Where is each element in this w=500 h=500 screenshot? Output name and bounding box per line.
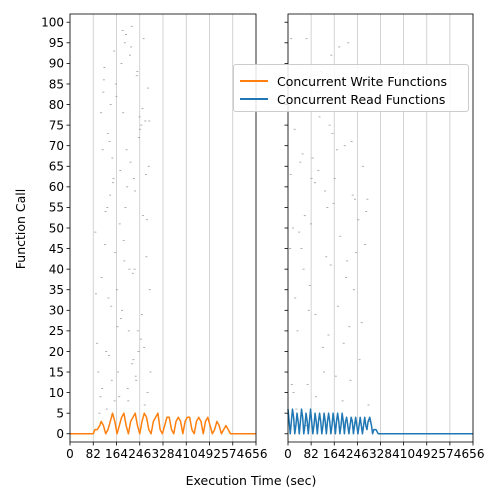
y-tick-label: 15 bbox=[49, 365, 64, 379]
x-tick-label: 82 bbox=[86, 447, 101, 461]
legend-swatch-read bbox=[240, 98, 268, 100]
y-tick-label: 10 bbox=[49, 386, 64, 400]
y-tick-label: 60 bbox=[49, 180, 64, 194]
y-tick-label: 95 bbox=[49, 36, 64, 50]
y-tick-label: 5 bbox=[56, 406, 64, 420]
legend-label-read: Concurrent Read Functions bbox=[277, 92, 445, 107]
x-tick-label: 164 bbox=[105, 447, 128, 461]
y-tick-label: 25 bbox=[49, 324, 64, 338]
y-tick-label: 50 bbox=[49, 221, 64, 235]
y-tick-label: 0 bbox=[56, 427, 64, 441]
y-tick-label: 75 bbox=[49, 118, 64, 132]
y-axis-label: Function Call bbox=[13, 189, 28, 269]
x-tick-label: 246 bbox=[346, 447, 369, 461]
y-tick-label: 100 bbox=[41, 16, 64, 30]
x-tick-label: 0 bbox=[66, 447, 74, 461]
y-tick-label: 35 bbox=[49, 283, 64, 297]
legend: Concurrent Write Functions Concurrent Re… bbox=[233, 64, 469, 112]
x-tick-label: 410 bbox=[392, 447, 415, 461]
legend-entry-read: Concurrent Read Functions bbox=[240, 90, 445, 108]
y-tick-label: 85 bbox=[49, 77, 64, 91]
x-tick-label: 328 bbox=[369, 447, 392, 461]
x-tick-label: 574 bbox=[221, 447, 244, 461]
x-tick-label: 0 bbox=[284, 447, 292, 461]
x-tick-label: 82 bbox=[303, 447, 318, 461]
legend-entry-write: Concurrent Write Functions bbox=[240, 72, 447, 90]
x-tick-label: 164 bbox=[323, 447, 346, 461]
legend-label-write: Concurrent Write Functions bbox=[277, 74, 447, 89]
x-tick-label: 656 bbox=[462, 447, 485, 461]
x-axis-label: Execution Time (sec) bbox=[186, 473, 317, 488]
y-tick-label: 80 bbox=[49, 98, 64, 112]
x-tick-label: 574 bbox=[438, 447, 461, 461]
y-tick-label: 20 bbox=[49, 345, 64, 359]
x-tick-label: 492 bbox=[415, 447, 438, 461]
legend-swatch-write bbox=[240, 80, 268, 82]
x-tick-label: 410 bbox=[175, 447, 198, 461]
y-tick-label: 55 bbox=[49, 201, 64, 215]
y-tick-label: 40 bbox=[49, 262, 64, 276]
x-tick-label: 328 bbox=[152, 447, 175, 461]
y-tick-label: 90 bbox=[49, 57, 64, 71]
y-tick-label: 65 bbox=[49, 160, 64, 174]
y-tick-label: 45 bbox=[49, 242, 64, 256]
x-tick-label: 246 bbox=[128, 447, 151, 461]
y-tick-label: 70 bbox=[49, 139, 64, 153]
x-tick-label: 656 bbox=[245, 447, 268, 461]
y-tick-label: 30 bbox=[49, 304, 64, 318]
x-tick-label: 492 bbox=[198, 447, 221, 461]
